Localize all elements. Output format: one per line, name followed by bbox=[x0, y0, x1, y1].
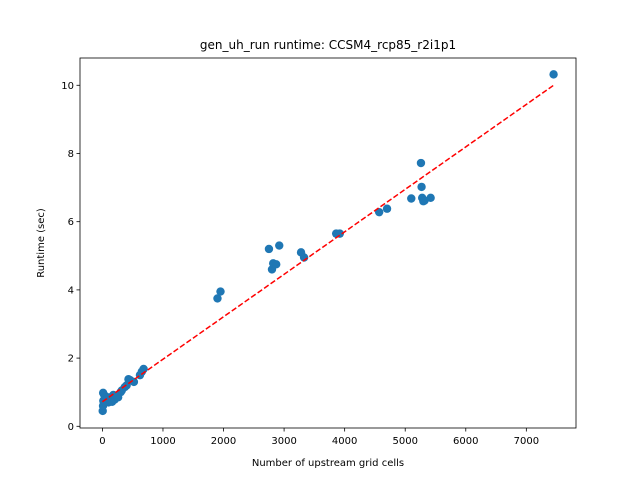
x-tick-label: 3000 bbox=[271, 436, 296, 447]
x-tick-label: 1000 bbox=[150, 436, 175, 447]
data-point bbox=[426, 193, 435, 203]
y-tick-label: 0 bbox=[68, 422, 74, 433]
data-point bbox=[264, 244, 274, 254]
data-point bbox=[417, 182, 426, 192]
y-tick-label: 10 bbox=[61, 81, 74, 92]
x-axis: 0 1000 2000 3000 4000 5000 6000 7000 bbox=[99, 428, 539, 447]
data-point bbox=[549, 70, 558, 79]
x-tick-label: 2000 bbox=[211, 436, 236, 447]
x-tick-label: 7000 bbox=[514, 436, 539, 447]
x-axis-label: Number of upstream grid cells bbox=[252, 458, 404, 469]
data-point bbox=[335, 229, 345, 238]
data-point bbox=[382, 204, 392, 213]
data-point bbox=[275, 241, 284, 250]
data-point bbox=[129, 377, 139, 387]
y-axis: 0 2 4 6 8 10 bbox=[61, 81, 80, 433]
plot-area bbox=[98, 70, 558, 416]
x-tick-label: 5000 bbox=[392, 436, 417, 447]
data-point bbox=[216, 287, 225, 296]
y-tick-label: 6 bbox=[68, 217, 74, 228]
x-tick-label: 4000 bbox=[332, 436, 357, 447]
data-point bbox=[139, 364, 148, 374]
x-tick-label: 6000 bbox=[453, 436, 478, 447]
fit-line bbox=[101, 84, 555, 403]
data-point bbox=[374, 207, 384, 217]
x-tick-label: 0 bbox=[99, 436, 105, 447]
data-point bbox=[416, 158, 426, 168]
data-point bbox=[213, 294, 222, 303]
y-tick-label: 8 bbox=[68, 149, 74, 160]
chart-title: gen_uh_run runtime: CCSM4_rcp85_r2i1p1 bbox=[200, 38, 456, 52]
y-axis-label: Runtime (sec) bbox=[36, 208, 47, 278]
data-point bbox=[272, 260, 281, 269]
y-tick-label: 2 bbox=[68, 354, 74, 365]
axes-frame bbox=[79, 57, 577, 429]
y-tick-label: 4 bbox=[68, 285, 74, 296]
data-point bbox=[407, 194, 416, 203]
